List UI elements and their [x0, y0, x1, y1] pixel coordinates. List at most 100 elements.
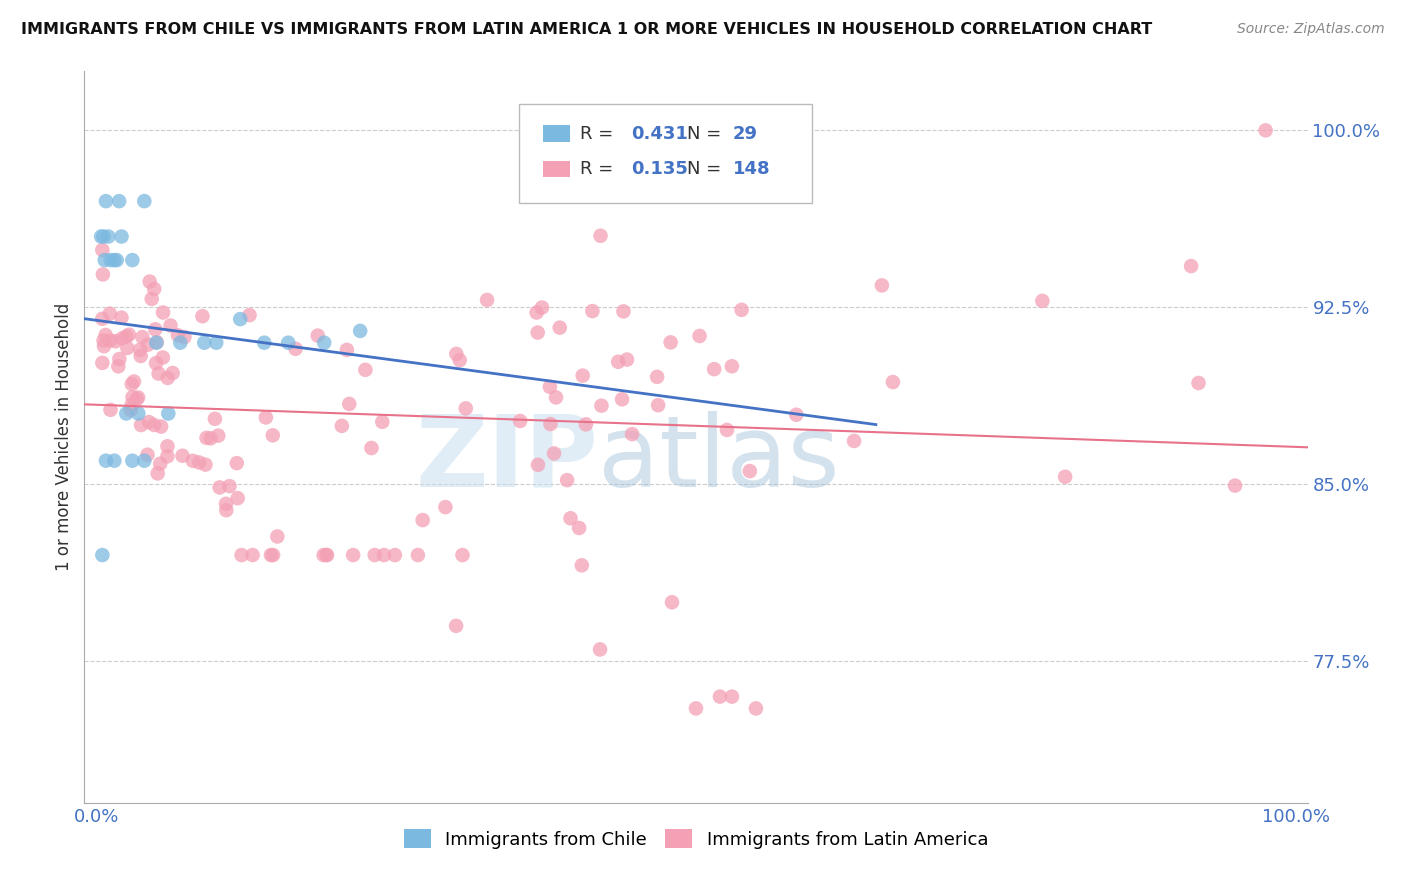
- Legend: Immigrants from Chile, Immigrants from Latin America: Immigrants from Chile, Immigrants from L…: [404, 830, 988, 848]
- Point: [90, 229, 112, 244]
- Point: [231, 548, 253, 562]
- Point: [100, 402, 122, 417]
- Point: [138, 275, 160, 289]
- Point: [162, 366, 184, 380]
- Point: [121, 253, 143, 268]
- Point: [110, 310, 132, 325]
- Point: [475, 293, 498, 307]
- Point: [107, 359, 129, 374]
- Point: [146, 335, 169, 350]
- Point: [93, 334, 115, 348]
- Point: [360, 441, 382, 455]
- Point: [371, 415, 394, 429]
- Point: [612, 304, 634, 318]
- Point: [716, 423, 738, 437]
- Point: [93, 339, 115, 353]
- Point: [689, 329, 711, 343]
- Point: [103, 253, 125, 268]
- Point: [709, 690, 731, 704]
- Point: [238, 308, 260, 322]
- Point: [152, 351, 174, 365]
- Point: [156, 439, 179, 453]
- Point: [127, 391, 149, 405]
- Point: [307, 328, 329, 343]
- Point: [91, 356, 114, 370]
- Text: N =: N =: [688, 125, 727, 143]
- Point: [607, 355, 630, 369]
- Text: 29: 29: [733, 125, 758, 143]
- Point: [93, 253, 117, 268]
- Point: [208, 480, 231, 494]
- Point: [870, 278, 893, 293]
- Point: [685, 701, 707, 715]
- Point: [645, 369, 668, 384]
- Point: [121, 453, 143, 467]
- Point: [108, 351, 131, 366]
- Point: [97, 229, 120, 244]
- Point: [406, 548, 429, 562]
- Point: [571, 368, 593, 383]
- Y-axis label: 1 or more Vehicles in Household: 1 or more Vehicles in Household: [55, 303, 73, 571]
- Text: R =: R =: [579, 125, 619, 143]
- Point: [434, 500, 457, 515]
- Point: [91, 268, 114, 282]
- Point: [1223, 478, 1246, 492]
- Point: [145, 356, 167, 370]
- Point: [589, 228, 612, 243]
- Point: [349, 324, 371, 338]
- Point: [509, 414, 531, 428]
- Point: [104, 334, 127, 349]
- FancyBboxPatch shape: [543, 161, 569, 177]
- Point: [568, 521, 591, 535]
- Point: [284, 342, 307, 356]
- Point: [143, 322, 166, 336]
- Point: [136, 337, 159, 351]
- Point: [215, 503, 238, 517]
- Point: [449, 353, 471, 368]
- Point: [225, 456, 247, 470]
- Point: [146, 467, 169, 481]
- Point: [129, 418, 152, 433]
- Point: [117, 341, 139, 355]
- FancyBboxPatch shape: [519, 104, 813, 203]
- Point: [454, 401, 477, 416]
- Point: [134, 453, 156, 467]
- Point: [193, 335, 215, 350]
- Point: [91, 548, 114, 562]
- Point: [94, 328, 117, 343]
- Text: 148: 148: [733, 160, 770, 178]
- Point: [94, 453, 117, 467]
- Point: [336, 343, 359, 357]
- Point: [173, 330, 195, 344]
- Point: [575, 417, 598, 432]
- Point: [446, 347, 468, 361]
- Point: [738, 464, 761, 478]
- Point: [543, 446, 565, 460]
- Point: [156, 450, 179, 464]
- Point: [120, 402, 142, 417]
- Point: [205, 335, 228, 350]
- Point: [93, 229, 115, 244]
- Text: atlas: atlas: [598, 410, 839, 508]
- Point: [207, 428, 229, 442]
- Point: [721, 359, 744, 374]
- Text: 0.431: 0.431: [631, 125, 688, 143]
- Point: [330, 418, 353, 433]
- Point: [149, 457, 172, 471]
- Point: [226, 491, 249, 505]
- Point: [254, 410, 277, 425]
- Point: [882, 375, 904, 389]
- Point: [148, 367, 170, 381]
- Point: [316, 548, 339, 562]
- Point: [647, 398, 669, 412]
- Point: [191, 310, 214, 324]
- Point: [131, 330, 153, 344]
- Text: N =: N =: [688, 160, 727, 178]
- Point: [121, 377, 143, 392]
- Point: [91, 311, 114, 326]
- Point: [842, 434, 865, 448]
- Point: [129, 349, 152, 363]
- Point: [1254, 123, 1277, 137]
- Point: [156, 371, 179, 385]
- Point: [242, 548, 264, 562]
